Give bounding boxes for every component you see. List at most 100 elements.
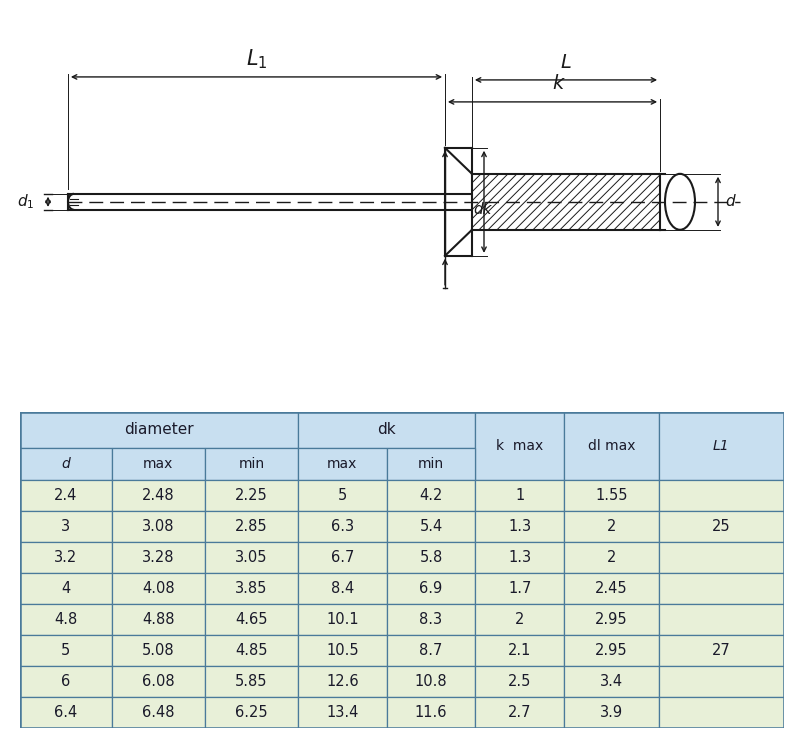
Bar: [564, 603, 658, 634]
Text: 2.95: 2.95: [595, 612, 628, 627]
Text: $L_1$: $L_1$: [246, 47, 267, 71]
Bar: [112, 573, 205, 603]
Text: 8.3: 8.3: [419, 612, 442, 627]
Text: 2.5: 2.5: [508, 674, 531, 689]
Text: d: d: [725, 194, 735, 209]
Text: 3: 3: [62, 519, 70, 534]
Text: 4.08: 4.08: [142, 581, 174, 595]
Bar: [205, 511, 298, 542]
Text: 3.9: 3.9: [600, 705, 623, 720]
Text: 6.9: 6.9: [419, 581, 442, 595]
Bar: [386, 603, 475, 634]
Bar: [205, 603, 298, 634]
Bar: [20, 511, 112, 542]
Bar: [658, 603, 784, 634]
Text: 2.1: 2.1: [508, 642, 531, 658]
Bar: [658, 666, 784, 697]
Text: 2.4: 2.4: [54, 487, 78, 503]
Text: 1: 1: [515, 487, 524, 503]
Bar: [298, 603, 386, 634]
Text: dl max: dl max: [587, 439, 635, 453]
Bar: [564, 479, 658, 511]
Text: 6.7: 6.7: [330, 550, 354, 564]
Text: 6.4: 6.4: [54, 705, 78, 720]
Bar: [658, 479, 784, 511]
Bar: [20, 479, 112, 511]
Bar: [205, 666, 298, 697]
Bar: [20, 666, 112, 697]
Text: 25: 25: [712, 519, 730, 534]
Text: 2.25: 2.25: [235, 487, 268, 503]
Text: k: k: [552, 74, 563, 93]
Bar: [475, 479, 564, 511]
Text: $d_1$: $d_1$: [18, 193, 34, 211]
Text: 8.7: 8.7: [419, 642, 442, 658]
Text: min: min: [238, 456, 265, 470]
Text: 2.45: 2.45: [595, 581, 628, 595]
Text: diameter: diameter: [124, 423, 194, 437]
Bar: [20, 634, 112, 666]
Text: max: max: [327, 456, 358, 470]
Bar: [564, 542, 658, 573]
Text: 10.8: 10.8: [414, 674, 447, 689]
Bar: [386, 479, 475, 511]
Bar: [112, 542, 205, 573]
Text: 3.4: 3.4: [600, 674, 623, 689]
Bar: [112, 697, 205, 728]
Bar: [112, 634, 205, 666]
Bar: [298, 448, 386, 479]
Text: 4.88: 4.88: [142, 612, 174, 627]
Bar: [298, 511, 386, 542]
Bar: [564, 511, 658, 542]
Bar: [386, 666, 475, 697]
Text: 2.48: 2.48: [142, 487, 174, 503]
Text: dk: dk: [378, 423, 396, 437]
Text: 2: 2: [606, 519, 616, 534]
Text: 8.4: 8.4: [330, 581, 354, 595]
Text: 2: 2: [606, 550, 616, 564]
Text: 5.85: 5.85: [235, 674, 268, 689]
Text: 4: 4: [62, 581, 70, 595]
Text: 3.08: 3.08: [142, 519, 174, 534]
Text: 12.6: 12.6: [326, 674, 358, 689]
Text: 5.08: 5.08: [142, 642, 174, 658]
Bar: [658, 634, 784, 666]
Bar: [475, 511, 564, 542]
Text: 4.65: 4.65: [235, 612, 268, 627]
Bar: [205, 573, 298, 603]
Bar: [386, 511, 475, 542]
Text: 4.8: 4.8: [54, 612, 78, 627]
Text: 6: 6: [62, 674, 70, 689]
Bar: [475, 573, 564, 603]
Bar: [386, 542, 475, 573]
Bar: [386, 697, 475, 728]
Bar: [298, 697, 386, 728]
Bar: [386, 634, 475, 666]
Bar: [386, 448, 475, 479]
Text: 11.6: 11.6: [414, 705, 447, 720]
Bar: [205, 697, 298, 728]
Text: L1: L1: [713, 439, 730, 453]
Text: dk: dk: [473, 202, 491, 218]
Bar: [386, 573, 475, 603]
Bar: [20, 542, 112, 573]
Bar: [564, 412, 658, 479]
Text: max: max: [143, 456, 174, 470]
Bar: [298, 542, 386, 573]
Text: 5: 5: [62, 642, 70, 658]
Text: 13.4: 13.4: [326, 705, 358, 720]
Text: 3.2: 3.2: [54, 550, 78, 564]
Text: 1.55: 1.55: [595, 487, 627, 503]
Text: d: d: [62, 456, 70, 470]
Text: 1.7: 1.7: [508, 581, 531, 595]
Bar: [658, 697, 784, 728]
Text: 10.1: 10.1: [326, 612, 358, 627]
Bar: [20, 412, 298, 448]
Bar: [658, 573, 784, 603]
Text: 6.08: 6.08: [142, 674, 174, 689]
Text: 2.95: 2.95: [595, 642, 628, 658]
Text: 3.85: 3.85: [235, 581, 268, 595]
Bar: [564, 634, 658, 666]
Bar: [298, 573, 386, 603]
Text: 2.7: 2.7: [508, 705, 531, 720]
